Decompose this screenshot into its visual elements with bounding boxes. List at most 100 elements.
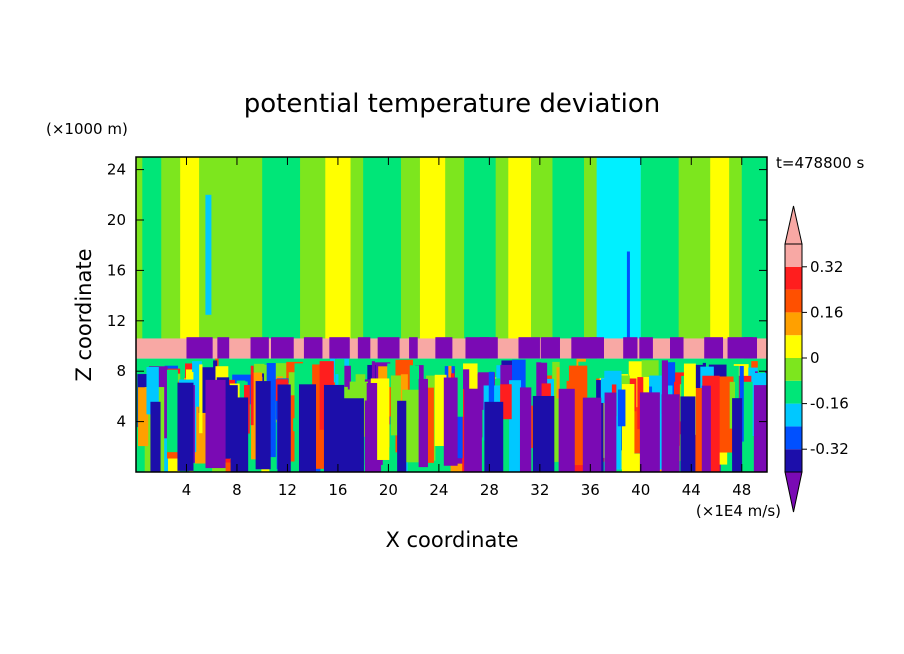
colorbar: 0.32 0.16 0 -0.16 -0.32 (784, 205, 849, 513)
cool-column (464, 157, 496, 339)
turbulent-cell (286, 383, 299, 419)
cold-plume (255, 381, 271, 470)
cold-plume (150, 401, 161, 472)
x-tick-label: 32 (530, 481, 549, 499)
cold-plume (230, 397, 249, 472)
band-plume (589, 337, 604, 359)
cold-column (596, 157, 641, 339)
x-tick-label: 44 (682, 481, 701, 499)
colorbar-bin (785, 244, 802, 267)
cold-plume (443, 377, 458, 466)
cold-plume (582, 397, 602, 472)
band-plume (639, 337, 653, 359)
colorbar-extend-max (784, 205, 803, 245)
cold-plume (532, 395, 555, 472)
turbulent-cell (434, 374, 447, 447)
y-tick-label: 4 (116, 413, 126, 431)
cold-plume (418, 378, 428, 468)
warm-column (710, 157, 730, 339)
y-tick-label: 12 (107, 312, 126, 330)
cold-plume (205, 379, 226, 469)
x-tick-label: 48 (732, 481, 751, 499)
cold-plume (298, 384, 317, 472)
y-axis: 4 8 12 16 20 24 (107, 161, 767, 431)
cold-plume (323, 384, 345, 472)
x-axis-label: X coordinate (385, 528, 518, 552)
colorbar-bin (785, 335, 802, 358)
band-plume (670, 337, 684, 359)
band-plume (540, 337, 560, 359)
colorbar-bin (785, 358, 802, 381)
colorbar-extend-min (784, 471, 803, 513)
y-tick-label: 8 (116, 362, 126, 380)
colorbar-label: -0.16 (810, 395, 849, 413)
turbulent-cell (288, 372, 300, 396)
turbulent-cell (199, 364, 203, 434)
band-plume (743, 337, 758, 359)
cold-plume (366, 383, 378, 472)
turbulent-cell (409, 365, 420, 394)
band-plume (217, 337, 230, 359)
x-axis: 4 8 12 16 20 24 28 32 36 40 44 48 (182, 157, 751, 499)
turbulent-cell (617, 389, 626, 427)
x-tick-label: 20 (379, 481, 398, 499)
cold-plume (701, 385, 711, 472)
plot-area (136, 157, 767, 472)
colorbar-label: 0.16 (810, 303, 843, 321)
colorbar-bin (785, 312, 802, 336)
time-label: t=478800 s (776, 154, 864, 172)
cool-column (262, 157, 301, 339)
x-tick-label: 12 (278, 481, 297, 499)
cold-plume (464, 388, 482, 472)
colorbar-label: -0.32 (810, 440, 849, 458)
cold-streak (626, 251, 630, 342)
cold-plume (732, 398, 743, 472)
band-plume (704, 337, 724, 359)
turbulent-cell (349, 381, 368, 401)
cold-streak (205, 194, 212, 315)
colorbar-bin (785, 380, 802, 404)
band-plume (435, 337, 453, 359)
band-plume (270, 337, 294, 359)
warm-column (508, 157, 532, 339)
turbulent-cell (500, 364, 515, 385)
turbulent-cell (166, 369, 178, 453)
x-tick-label: 4 (182, 481, 192, 499)
x-tick-label: 8 (232, 481, 242, 499)
turbulent-cell (371, 361, 375, 389)
cold-plume (604, 392, 617, 472)
warm-column (419, 157, 446, 339)
turbulent-cell (509, 380, 522, 472)
colorbar-bin (785, 289, 802, 313)
x-tick-label: 24 (429, 481, 448, 499)
cold-plume (343, 398, 364, 472)
x-tick-label: 28 (480, 481, 499, 499)
colorbar-bin (785, 266, 802, 290)
cold-plume (558, 388, 575, 472)
turbulent-cell (765, 381, 767, 415)
cold-plume (177, 382, 194, 471)
turbulent-cell (387, 363, 392, 388)
x-unit-label: (×1E4 m/s) (696, 502, 781, 520)
colorbar-bin (785, 403, 802, 427)
colorbar-bin (785, 426, 802, 450)
turbulent-cell (250, 365, 254, 426)
band-plume (479, 337, 498, 359)
y-tick-label: 16 (107, 261, 126, 279)
cold-plume (484, 401, 504, 472)
turbulent-cell (138, 387, 149, 447)
x-tick-label: 16 (328, 481, 347, 499)
turbulent-cell (666, 362, 676, 397)
cool-column (552, 157, 585, 339)
chart-title: potential temperature deviation (244, 89, 660, 119)
plot-frame (135, 156, 768, 473)
warm-column (180, 157, 200, 339)
y-tick-label: 24 (107, 161, 126, 179)
turbulent-cell (339, 365, 351, 390)
band-plume (623, 337, 638, 359)
colorbar-label: 0.32 (810, 258, 843, 276)
band-plume (329, 337, 350, 359)
cold-plume (277, 384, 291, 472)
band-plume (357, 337, 371, 359)
